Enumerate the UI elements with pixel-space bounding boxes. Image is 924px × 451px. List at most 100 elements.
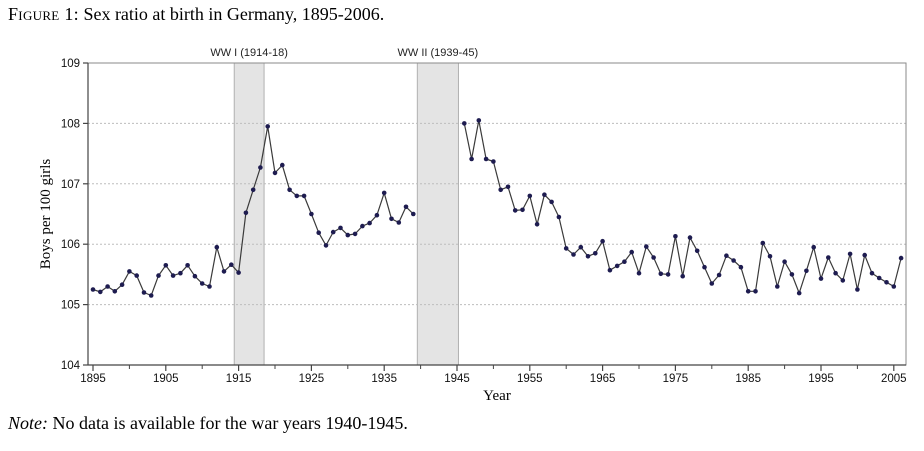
data-point — [767, 253, 773, 259]
data-point — [614, 263, 620, 269]
data-point — [250, 187, 256, 193]
x-tick-label: 1935 — [371, 373, 397, 385]
data-point — [243, 210, 249, 216]
data-point — [381, 190, 387, 196]
axis-ticks — [83, 62, 895, 371]
data-point — [462, 121, 467, 126]
data-point — [898, 255, 904, 261]
plot-frame — [87, 62, 907, 366]
data-point — [98, 289, 103, 295]
figure-note-text: No data is available for the war years 1… — [48, 413, 408, 433]
figure-note: Note: No data is available for the war y… — [8, 413, 408, 434]
data-point — [199, 281, 205, 286]
data-point — [265, 124, 271, 129]
data-point — [884, 280, 889, 285]
data-point — [527, 193, 533, 199]
data-point — [687, 235, 693, 240]
data-point — [119, 282, 125, 288]
data-point — [629, 249, 634, 255]
x-axis-title: Year — [483, 388, 511, 404]
data-point — [301, 193, 307, 199]
data-point — [694, 248, 700, 254]
data-point — [658, 271, 664, 277]
data-point — [505, 184, 511, 190]
data-point — [847, 251, 853, 257]
x-tick-label: 1905 — [153, 373, 179, 385]
data-point — [716, 272, 722, 278]
data-point — [185, 263, 190, 268]
data-point — [673, 234, 678, 239]
data-point — [512, 208, 518, 213]
data-series — [90, 118, 904, 298]
axis-tick-labels: 104 105 106 107 108 109 1895 1905 1915 1925 1935 19… — [61, 58, 907, 385]
y-axis-title: Boys per 100 girls — [38, 159, 54, 270]
data-point — [731, 258, 736, 263]
data-point — [105, 284, 110, 289]
band-labels: WW I (1914-18) WW II (1939-45) — [210, 47, 478, 59]
y-tick-label: 106 — [61, 239, 80, 251]
x-tick-label: 1955 — [517, 373, 543, 385]
y-tick-label: 105 — [61, 300, 80, 312]
data-point — [367, 220, 372, 226]
data-point — [389, 216, 394, 222]
data-point — [745, 289, 751, 294]
data-point — [571, 252, 576, 257]
axes — [87, 63, 906, 366]
data-point — [622, 259, 627, 265]
data-point — [221, 269, 227, 274]
figure-title-prefix: Figure 1: — [8, 4, 79, 24]
data-point — [374, 212, 380, 218]
data-point — [789, 272, 795, 277]
data-point — [491, 159, 496, 164]
data-point — [585, 253, 591, 259]
data-point — [644, 244, 649, 249]
data-point — [214, 244, 220, 250]
data-point — [542, 192, 547, 197]
data-point — [280, 162, 285, 168]
x-tick-label: 1945 — [444, 373, 470, 385]
y-tick-label: 108 — [61, 118, 80, 130]
data-point — [775, 284, 780, 289]
data-point — [600, 238, 605, 244]
data-point — [163, 263, 169, 268]
data-point — [338, 225, 343, 231]
data-point — [804, 268, 809, 274]
data-point — [869, 270, 875, 276]
data-point — [862, 252, 867, 258]
data-point — [309, 211, 314, 217]
data-point — [855, 287, 860, 292]
data-point — [258, 165, 263, 170]
data-point — [833, 270, 838, 276]
data-point — [192, 273, 198, 279]
data-point — [724, 253, 729, 258]
x-tick-label: 1915 — [226, 373, 252, 385]
data-point — [134, 273, 139, 278]
data-point — [170, 273, 176, 278]
x-tick-label: 1975 — [663, 373, 689, 385]
data-point — [178, 270, 183, 276]
data-point — [578, 244, 584, 250]
data-point — [738, 264, 744, 270]
data-point — [483, 156, 489, 162]
figure-title: Figure 1: Sex ratio at birth in Germany,… — [8, 4, 384, 25]
data-point — [702, 264, 707, 270]
data-point — [840, 278, 846, 283]
band-label: WW II (1939-45) — [398, 47, 479, 59]
data-point — [236, 270, 241, 275]
data-point — [90, 287, 96, 292]
y-tick-label: 109 — [61, 58, 80, 70]
data-point — [520, 207, 525, 213]
data-point — [556, 214, 562, 220]
data-point — [112, 289, 118, 294]
data-point — [287, 187, 292, 193]
data-point — [680, 273, 685, 279]
data-point — [272, 170, 278, 176]
data-point — [411, 211, 416, 217]
data-point — [876, 275, 882, 281]
y-tick-label: 104 — [61, 360, 81, 372]
x-tick-label: 1985 — [735, 373, 761, 385]
data-point — [127, 269, 132, 274]
data-point — [141, 290, 147, 295]
data-point — [476, 118, 482, 123]
data-point — [549, 199, 554, 205]
